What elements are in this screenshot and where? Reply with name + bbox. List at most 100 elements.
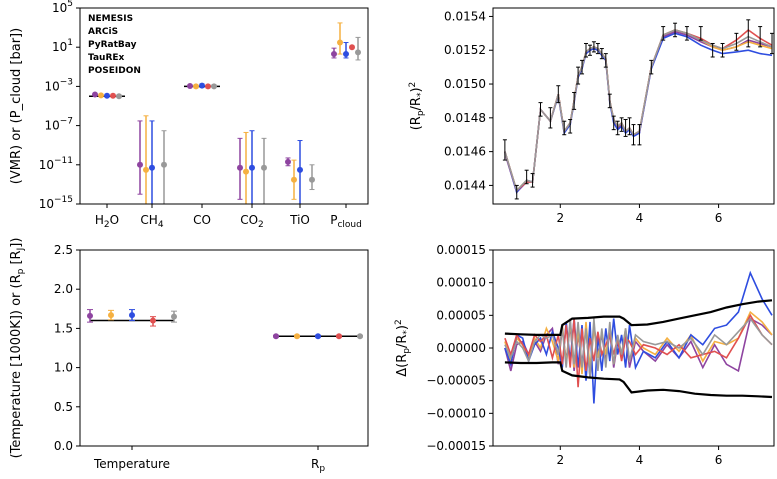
bl-ytick-3-label: 1.5 [54,321,73,335]
tl-ytick--15-label: 10−15 [39,195,73,211]
br-noise-upper [504,299,773,336]
bl-point-PyRatBay-0 [129,312,135,319]
br-ytick-1-label: −0.00010 [426,406,486,420]
panel-top-left: 10−15 10−11 10−7 10−3 101 105 H2O CH4 CO CO2 TiO Pc… [9,0,369,230]
tr-ytick-5-label: 0.0154 [444,9,486,23]
tl-ytick--3-label: 10−3 [44,77,73,93]
panel-bottom-left: 0.0 0.5 1.0 1.5 2.0 2.5 Temperature Rp (Tempera… [9,238,369,474]
bl-point-POSEIDON-0 [171,313,177,320]
tl-cat-pcloud: Pcloud [330,213,362,230]
br-line-ARCiS [504,310,773,375]
tl-point-POSEIDON-0 [116,93,122,100]
bl-point-PyRatBay-1 [315,333,321,340]
tl-point-NEMESIS-0 [92,91,98,98]
legend-arcis: ARCiS [88,27,118,37]
tr-line-POSEIDON [504,29,773,193]
tr-line-TauREx [504,28,773,192]
tr-line-NEMESIS [504,30,773,194]
tl-cat-tio: TiO [289,213,310,227]
tl-plot-area [89,22,361,205]
bl-point-NEMESIS-1 [273,333,279,340]
bl-cat-temperature: Temperature [93,457,170,471]
tl-cat-ch4: CH4 [140,213,163,230]
tr-ytick-0-label: 0.0144 [444,178,486,192]
tl-point-PyRatBay-2 [199,82,205,89]
bl-ytick-2-label: 1.0 [54,361,73,375]
bl-point-ARCiS-0 [108,312,114,319]
tr-ytick-1-label: 0.0146 [444,145,486,159]
tl-point-PyRatBay-5 [343,51,349,58]
br-ytick-6-label: 0.00015 [436,243,486,257]
br-xtick-0-label: 2 [556,453,564,467]
bl-cat-rp: Rp [311,457,325,474]
tl-point-TauREx-5 [349,44,355,51]
tl-point-NEMESIS-4 [285,158,291,165]
br-ytick-3-label: 0.00000 [436,341,486,355]
tr-axis-ticks: 0.0144 0.0146 0.0148 0.0150 0.0152 0.0154 2 4 6 [444,9,722,225]
br-line-PyRatBay [504,270,773,404]
tl-point-PyRatBay-1 [149,164,155,171]
br-ytick-0-label: −0.00015 [426,439,486,453]
tl-ytick-1-label: 101 [52,38,73,54]
bl-point-TauREx-0 [150,317,156,324]
tl-point-TauREx-0 [110,92,116,99]
tl-point-ARCiS-4 [291,176,297,183]
tr-ytick-4-label: 0.0152 [444,43,486,57]
tr-line-ARCiS [504,29,773,193]
br-y-axis-label: Δ(Rp/R*)2 [394,319,412,376]
tr-y-axis-label: (Rp/R*)2 [408,82,426,131]
bl-axis-ticks: 0.0 0.5 1.0 1.5 2.0 2.5 Temperature Rp [54,243,325,474]
tl-point-ARCiS-5 [337,39,343,46]
tl-point-ARCiS-0 [98,92,104,99]
br-ytick-2-label: −0.00005 [426,374,486,388]
tl-point-ARCiS-2 [193,83,199,90]
tl-point-NEMESIS-5 [331,51,337,58]
bl-plot-area [87,309,363,340]
legend-taurex: TauREx [88,53,125,63]
tl-y-axis-label: (VMR) or (P_cloud [bar]) [9,28,24,184]
tl-point-PyRatBay-3 [249,164,255,171]
bl-ytick-5-label: 2.5 [54,243,73,257]
br-series-group [504,270,773,404]
tl-ytick-5-label: 105 [52,0,73,15]
tl-point-POSEIDON-4 [309,176,315,183]
br-ytick-5-label: 0.00010 [436,276,486,290]
tl-point-PyRatBay-0 [104,92,110,99]
br-plot-area [504,270,773,404]
bl-point-ARCiS-1 [294,333,300,340]
tl-point-ARCiS-1 [143,166,149,173]
tr-ytick-2-label: 0.0148 [444,111,486,125]
br-noise-lower [504,361,773,399]
tr-ytick-3-label: 0.0150 [444,77,486,91]
bl-y-axis-label: (Temperature [1000K]) or (Rp [RJ]) [9,238,26,459]
tl-ytick--7-label: 10−7 [44,117,73,133]
bl-ytick-0-label: 0.0 [54,439,73,453]
tr-plot-area [502,19,775,200]
tl-ytick--11-label: 10−11 [39,156,73,172]
tl-point-TauREx-2 [205,83,211,90]
tl-point-NEMESIS-1 [137,161,143,168]
bl-point-TauREx-1 [336,333,342,340]
br-xtick-1-label: 4 [636,453,644,467]
tl-point-POSEIDON-2 [211,83,217,90]
tl-point-ARCiS-3 [243,168,249,175]
tl-point-POSEIDON-3 [261,164,267,171]
legend-pyratbay: PyRatBay [88,40,137,50]
br-axis-ticks: −0.00015 −0.00010 −0.00005 0.00000 0.00005 0.… [426,243,722,467]
tl-legend: NEMESIS ARCiS PyRatBay TauREx POSEIDON [88,14,141,76]
tr-axes-frame [492,7,775,205]
tl-point-NEMESIS-3 [237,164,243,171]
bl-point-POSEIDON-1 [357,333,363,340]
tr-line-PyRatBay [504,32,773,194]
bl-point-NEMESIS-0 [87,312,93,319]
tl-point-POSEIDON-5 [355,49,361,56]
tr-xtick-0-label: 2 [556,211,564,225]
tl-point-PyRatBay-4 [297,166,303,173]
tl-axes-frame [79,7,369,205]
tl-point-NEMESIS-2 [187,82,193,89]
bl-ytick-4-label: 2.0 [54,282,73,296]
bl-ytick-1-label: 0.5 [54,400,73,414]
br-ytick-4-label: 0.00005 [436,308,486,322]
